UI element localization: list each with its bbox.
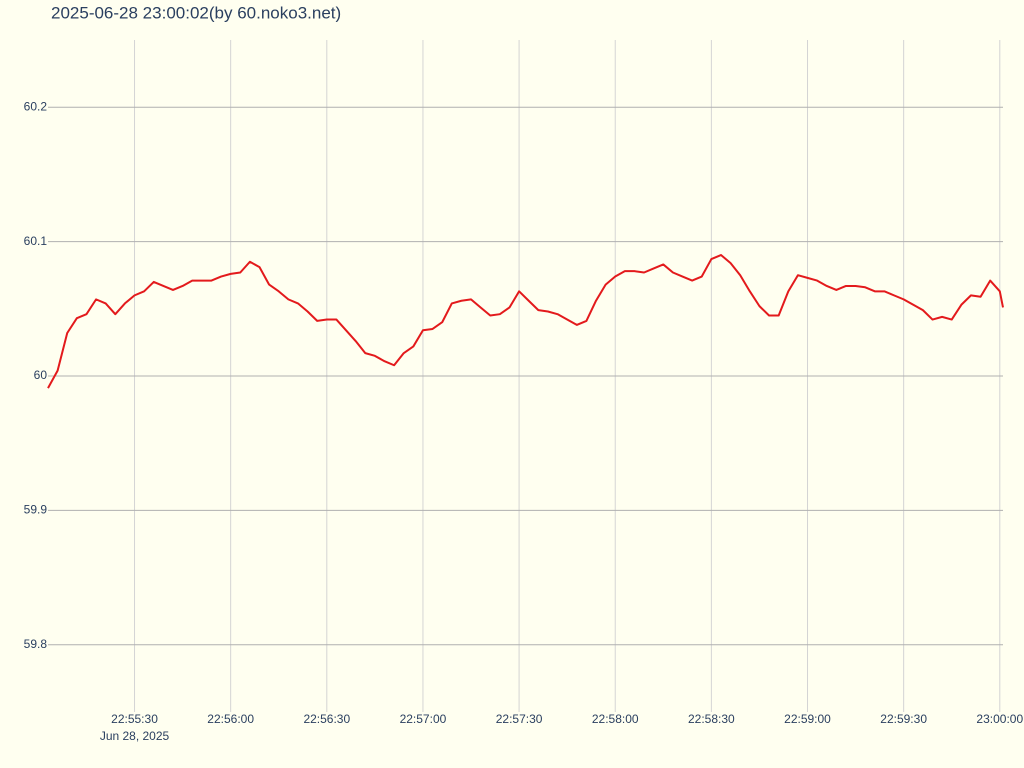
x-tick-label: 22:57:00 xyxy=(400,712,447,726)
x-tick-label: 22:56:00 xyxy=(207,712,254,726)
y-tick-label: 60.1 xyxy=(24,234,48,248)
x-tick-label: 22:59:30 xyxy=(880,712,927,726)
y-tick-label: 60.2 xyxy=(24,99,48,113)
x-tick-label: 22:59:00 xyxy=(784,712,831,726)
x-tick-label: 22:58:30 xyxy=(688,712,735,726)
x-tick-label: 23:00:00 xyxy=(976,712,1023,726)
line-series xyxy=(47,254,1004,389)
x-date-label: Jun 28, 2025 xyxy=(100,729,170,743)
y-tick-label: 59.8 xyxy=(24,637,48,651)
chart-title: 2025-06-28 23:00:02(by 60.noko3.net) xyxy=(51,3,341,22)
x-tick-label: 22:56:30 xyxy=(303,712,350,726)
y-tick-label: 59.9 xyxy=(24,503,48,517)
x-tick-label: 22:57:30 xyxy=(496,712,543,726)
y-tick-label: 60 xyxy=(34,368,48,382)
x-tick-label: 22:58:00 xyxy=(592,712,639,726)
x-tick-label: 22:55:30 xyxy=(111,712,158,726)
